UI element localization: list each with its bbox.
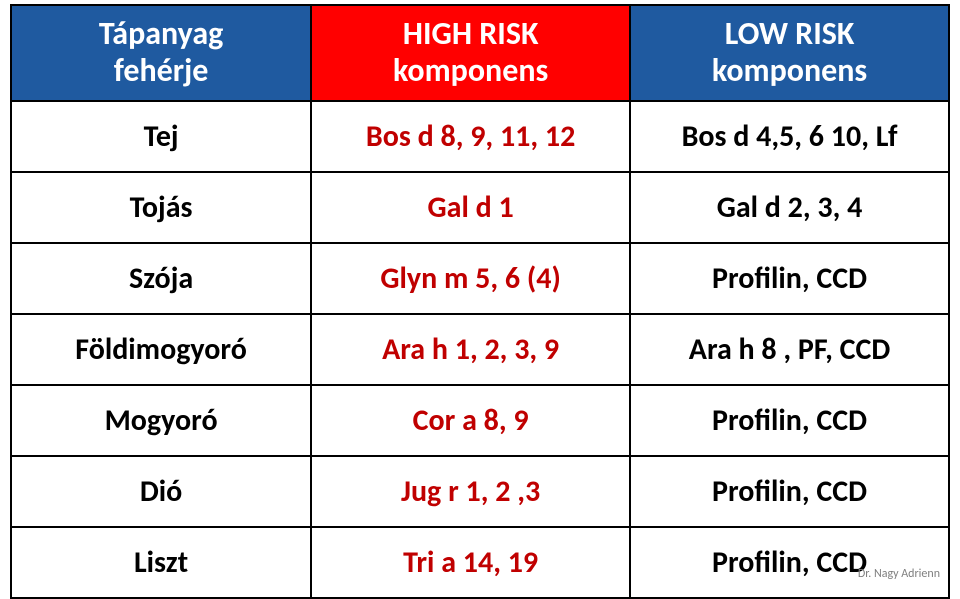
table-row: TojásGal d 1Gal d 2, 3, 4 xyxy=(11,172,949,243)
cell: Cor a 8, 9 xyxy=(311,385,630,456)
cell: Profilin, CCD xyxy=(630,527,949,598)
cell: Ara h 8 , PF, CCD xyxy=(630,314,949,385)
cell: Tri a 14, 19 xyxy=(311,527,630,598)
header-row: Tápanyagfehérje HIGH RISKkomponens LOW R… xyxy=(11,5,949,101)
cell: Profilin, CCD xyxy=(630,456,949,527)
table-row: SzójaGlyn m 5, 6 (4)Profilin, CCD xyxy=(11,243,949,314)
table-row: LisztTri a 14, 19Profilin, CCD xyxy=(11,527,949,598)
cell: Jug r 1, 2 ,3 xyxy=(311,456,630,527)
cell: Liszt xyxy=(11,527,311,598)
cell: Bos d 4,5, 6 10, Lf xyxy=(630,101,949,172)
footer-credit: Dr. Nagy Adrienn xyxy=(858,567,940,581)
header-1: HIGH RISKkomponens xyxy=(311,5,630,101)
cell: Földimogyoró xyxy=(11,314,311,385)
cell: Tojás xyxy=(11,172,311,243)
cell: Glyn m 5, 6 (4) xyxy=(311,243,630,314)
cell: Tej xyxy=(11,101,311,172)
cell: Gal d 2, 3, 4 xyxy=(630,172,949,243)
cell: Mogyoró xyxy=(11,385,311,456)
cell: Dió xyxy=(11,456,311,527)
cell: Profilin, CCD xyxy=(630,243,949,314)
cell: Ara h 1, 2, 3, 9 xyxy=(311,314,630,385)
table-row: DióJug r 1, 2 ,3Profilin, CCD xyxy=(11,456,949,527)
cell: Bos d 8, 9, 11, 12 xyxy=(311,101,630,172)
table-row: MogyoróCor a 8, 9Profilin, CCD xyxy=(11,385,949,456)
allergen-table: Tápanyagfehérje HIGH RISKkomponens LOW R… xyxy=(10,4,950,599)
table-body: TejBos d 8, 9, 11, 12Bos d 4,5, 6 10, Lf… xyxy=(11,101,949,598)
cell: Profilin, CCD xyxy=(630,385,949,456)
cell: Szója xyxy=(11,243,311,314)
header-0: Tápanyagfehérje xyxy=(11,5,311,101)
table-row: FöldimogyoróAra h 1, 2, 3, 9Ara h 8 , PF… xyxy=(11,314,949,385)
table-row: TejBos d 8, 9, 11, 12Bos d 4,5, 6 10, Lf xyxy=(11,101,949,172)
cell: Gal d 1 xyxy=(311,172,630,243)
header-2: LOW RISKkomponens xyxy=(630,5,949,101)
